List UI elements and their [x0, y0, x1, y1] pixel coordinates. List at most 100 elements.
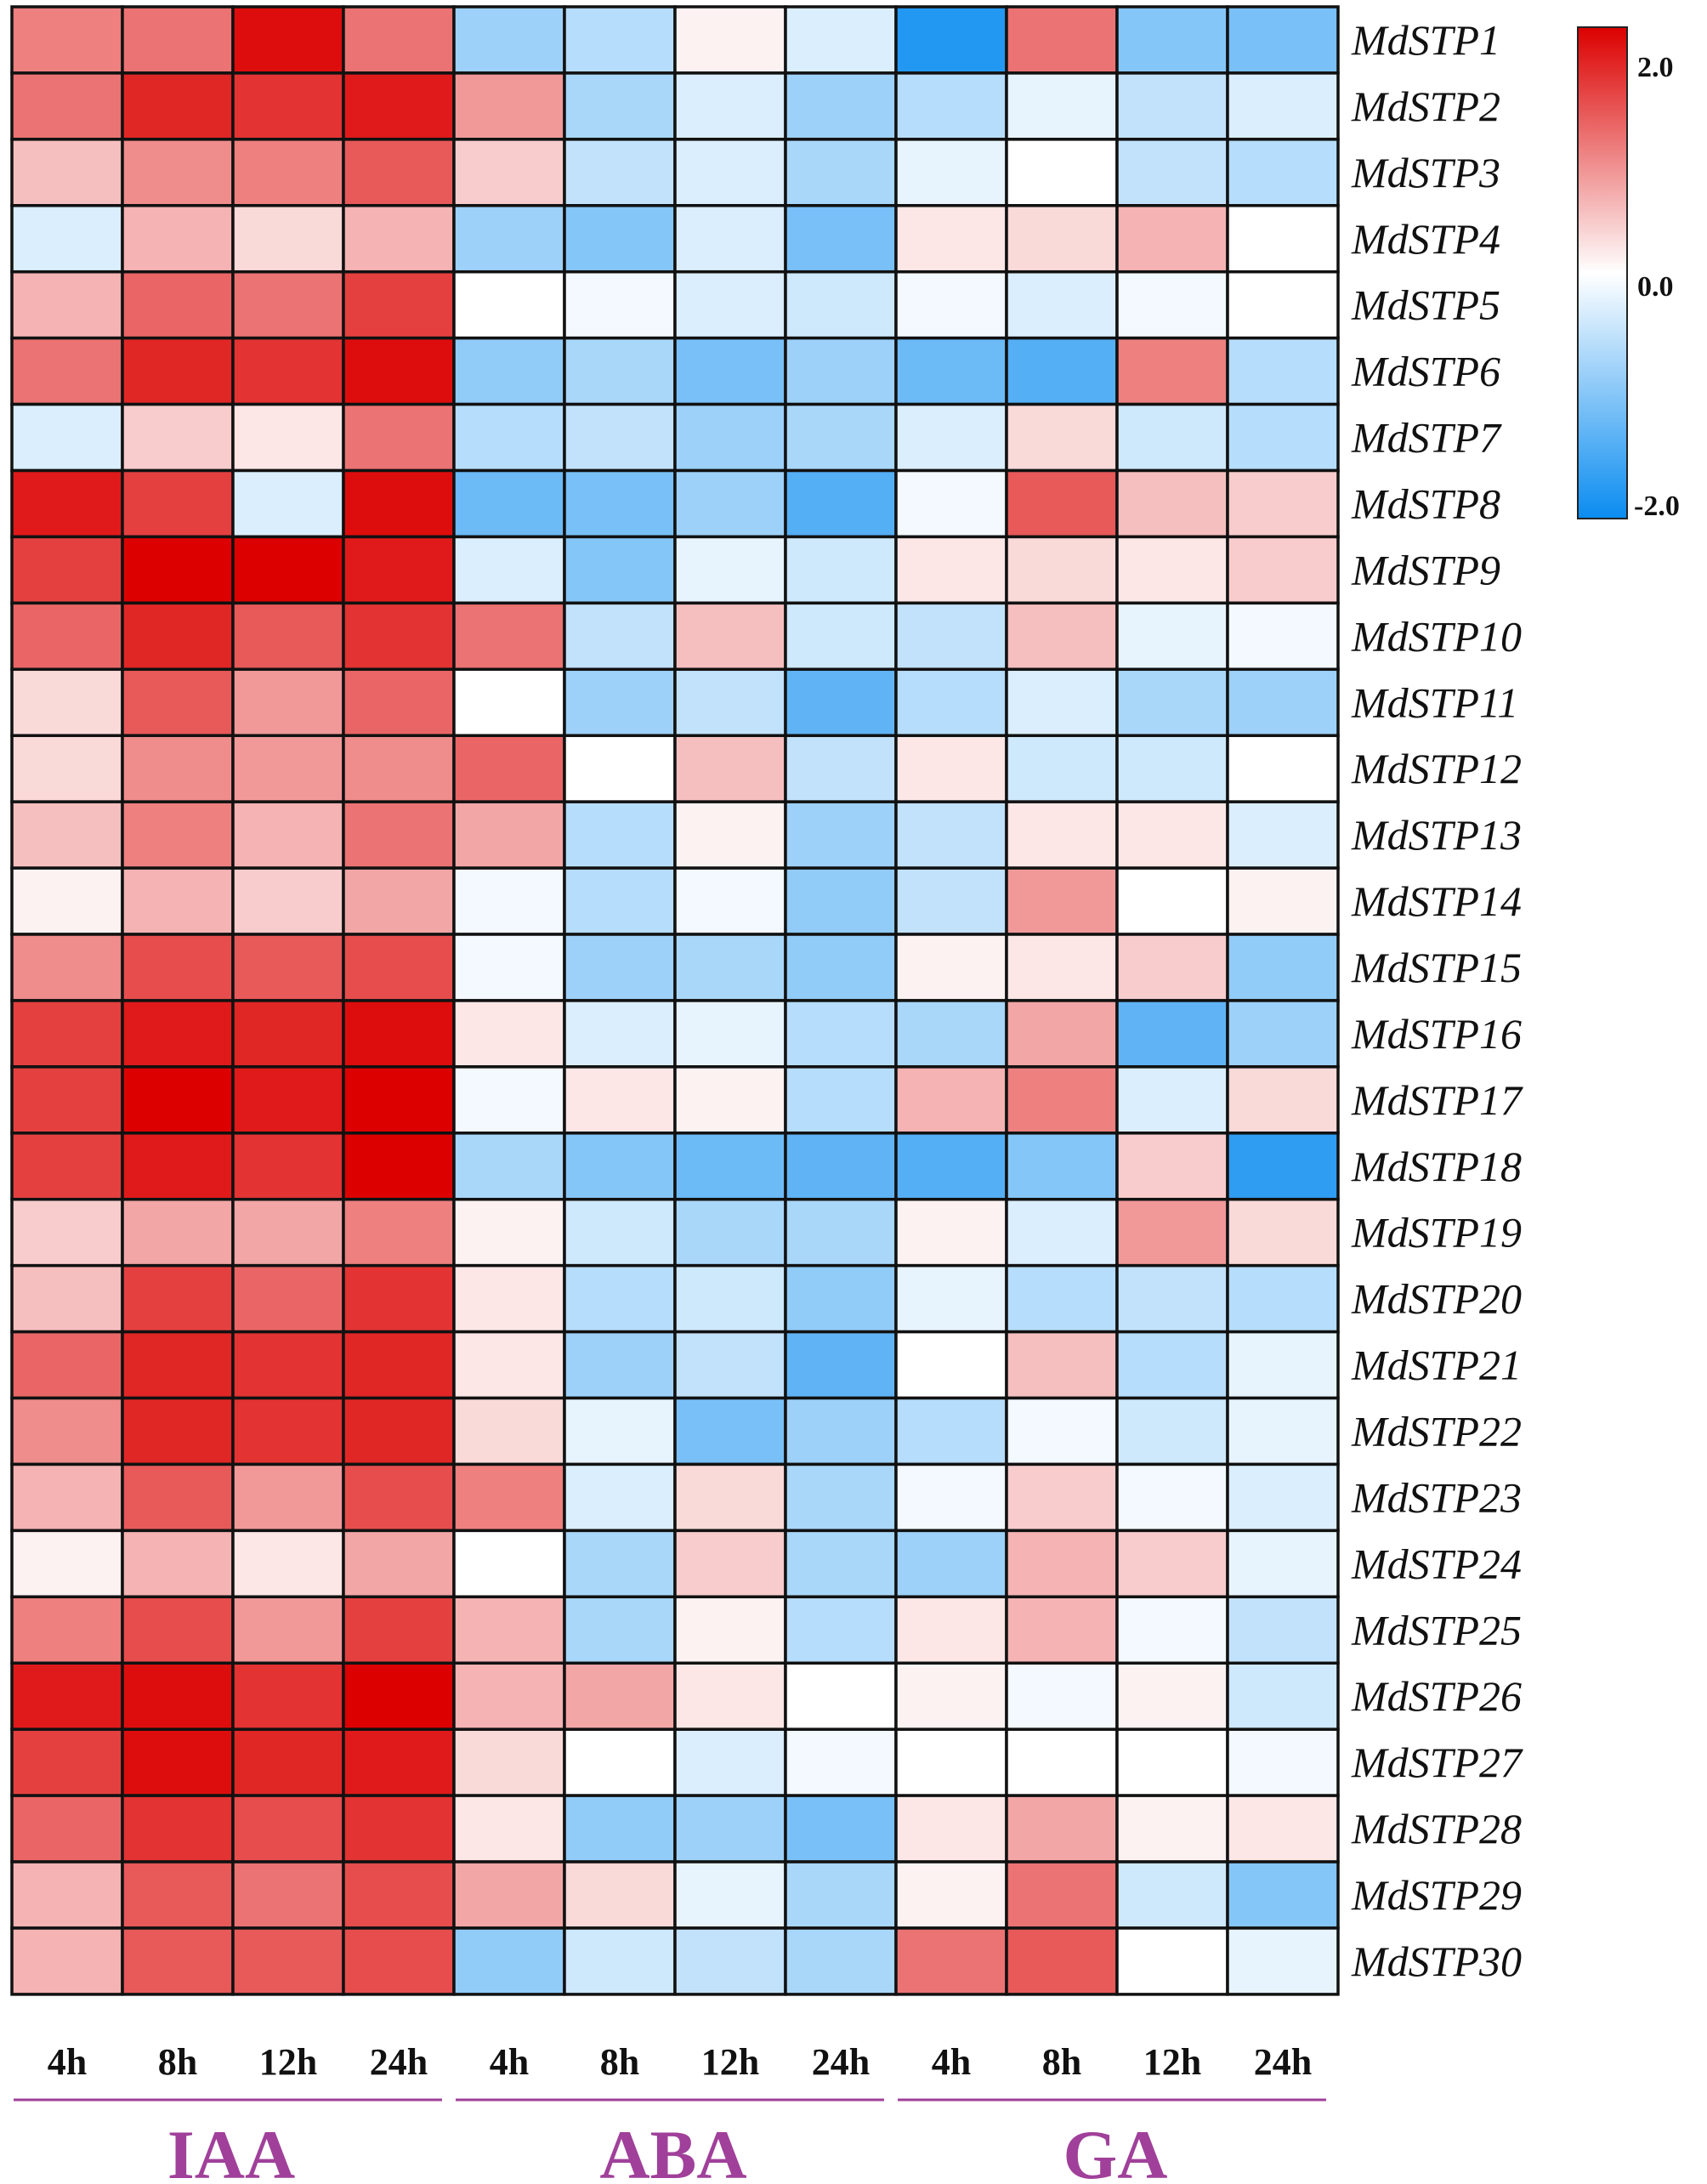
column-label: 24h	[812, 2041, 870, 2083]
heatmap-cell	[673, 999, 787, 1069]
column-label: 12h	[1143, 2041, 1201, 2083]
heatmap-cell	[894, 1197, 1008, 1268]
heatmap-cell	[1005, 1197, 1119, 1268]
heatmap-cell	[1115, 204, 1229, 274]
heatmap-cell	[342, 933, 456, 1002]
heatmap-cell	[121, 1794, 235, 1863]
heatmap-cell	[452, 1462, 566, 1533]
heatmap-cell	[10, 5, 124, 75]
heatmap-cell	[784, 336, 898, 406]
group-labels: IAA ABA GA	[14, 2098, 1326, 2184]
row-label: MdSTP10	[1351, 612, 1522, 660]
heatmap-cell	[563, 1727, 677, 1797]
heatmap-cell	[342, 138, 456, 207]
row-label: MdSTP22	[1351, 1407, 1522, 1455]
heatmap-cell	[231, 1396, 345, 1466]
heatmap-cell	[1005, 535, 1119, 605]
heatmap-cell	[1226, 1065, 1340, 1135]
heatmap-cell	[10, 1396, 124, 1466]
heatmap-cell	[784, 1197, 898, 1268]
heatmap-cell	[1226, 1132, 1340, 1201]
heatmap-cell	[10, 1794, 124, 1863]
heatmap-cell	[452, 933, 566, 1002]
heatmap-cell	[1005, 402, 1119, 473]
heatmap-cell	[342, 1926, 456, 1996]
heatmap-cell	[894, 999, 1008, 1069]
heatmap-cell	[121, 402, 235, 473]
heatmap-cell	[121, 1661, 235, 1731]
heatmap-cell	[1115, 5, 1229, 75]
heatmap-cell	[121, 1330, 235, 1400]
heatmap-cell	[894, 1065, 1008, 1135]
heatmap-cell	[342, 800, 456, 870]
heatmap-cell	[452, 800, 566, 870]
heatmap-cell	[1115, 1462, 1229, 1533]
row-label: MdSTP6	[1351, 348, 1500, 395]
heatmap-cell	[563, 800, 677, 870]
heatmap-cell	[1005, 336, 1119, 406]
heatmap-cell	[342, 5, 456, 75]
heatmap-cell	[121, 933, 235, 1002]
heatmap-cell	[1226, 1197, 1340, 1268]
heatmap-cell	[121, 866, 235, 936]
heatmap-cell	[563, 601, 677, 672]
heatmap-cell	[673, 1860, 787, 1930]
column-label: 24h	[1254, 2041, 1312, 2083]
heatmap-cell	[563, 1132, 677, 1201]
row-labels: MdSTP1 MdSTP2 MdSTP3 MdSTP4 MdSTP5 MdSTP6 MdST…	[1351, 16, 1523, 1985]
heatmap-cell	[342, 999, 456, 1069]
heatmap-cell	[673, 204, 787, 274]
heatmap-cell	[452, 1595, 566, 1665]
heatmap-cell	[10, 204, 124, 274]
heatmap-cell	[673, 800, 787, 870]
heatmap-cell	[1226, 800, 1340, 870]
heatmap-cell	[673, 1396, 787, 1466]
heatmap-cell	[342, 468, 456, 539]
heatmap-cell	[121, 1529, 235, 1599]
heatmap-cell	[784, 667, 898, 737]
heatmap-cell	[231, 71, 345, 141]
heatmap-cell	[10, 999, 124, 1069]
heatmap-cell	[784, 402, 898, 473]
heatmap-cell	[1226, 1926, 1340, 1996]
row-label: MdSTP14	[1351, 877, 1522, 925]
heatmap-cell	[563, 138, 677, 207]
heatmap-cell	[894, 1794, 1008, 1863]
heatmap-cell	[784, 535, 898, 605]
heatmap-cell	[1226, 1860, 1340, 1930]
heatmap-cell	[1005, 269, 1119, 340]
heatmap-cell	[563, 535, 677, 605]
heatmap-cell	[231, 1132, 345, 1201]
heatmap-cell	[342, 1595, 456, 1665]
row-label: MdSTP26	[1351, 1672, 1522, 1720]
heatmap-cell	[894, 1595, 1008, 1665]
heatmap-cell	[231, 1860, 345, 1930]
column-label: 24h	[370, 2041, 428, 2083]
heatmap-cell	[784, 1661, 898, 1731]
heatmap-cell	[563, 1396, 677, 1466]
heatmap-cell	[121, 1860, 235, 1930]
heatmap-cell	[1005, 1132, 1119, 1201]
heatmap-cell	[563, 1529, 677, 1599]
heatmap-cell	[342, 1462, 456, 1533]
heatmap-cell	[10, 1263, 124, 1334]
heatmap-cell	[1115, 1529, 1229, 1599]
colorbar-min-label: -2.0	[1634, 491, 1680, 522]
row-label: MdSTP21	[1351, 1342, 1522, 1389]
heatmap-cell	[1115, 866, 1229, 936]
heatmap-cell	[1115, 667, 1229, 737]
heatmap-cell	[894, 1529, 1008, 1599]
heatmap-cell	[894, 204, 1008, 274]
heatmap-cell	[231, 734, 345, 803]
row-label: MdSTP7	[1351, 414, 1502, 462]
heatmap-cell	[1226, 1263, 1340, 1334]
heatmap-cell	[121, 1065, 235, 1135]
heatmap-cell	[1115, 269, 1229, 340]
heatmap-cell	[673, 667, 787, 737]
heatmap-cell	[231, 204, 345, 274]
heatmap-cell	[121, 138, 235, 207]
heatmap-cell	[342, 204, 456, 274]
heatmap-cell	[1005, 601, 1119, 672]
heatmap-cell	[1226, 1794, 1340, 1863]
heatmap-cell	[1005, 468, 1119, 539]
